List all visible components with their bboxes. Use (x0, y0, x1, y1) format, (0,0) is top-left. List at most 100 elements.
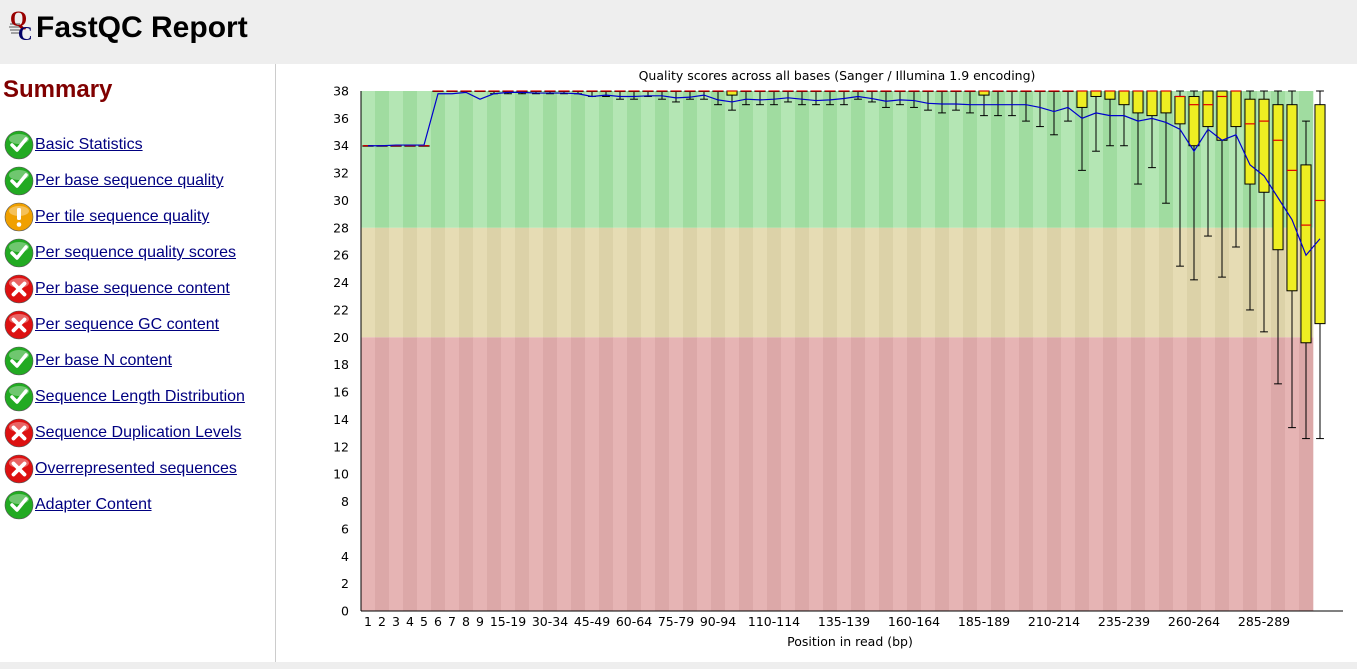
module-item: Per base sequence content (0, 274, 275, 304)
module-link[interactable]: Per base sequence content (35, 280, 230, 297)
box-60-64 (628, 90, 640, 100)
y-tick-label: 4 (341, 549, 349, 564)
box-290-294 (1272, 90, 1284, 385)
box-230-234 (1104, 90, 1116, 147)
x-tick-label: 90-94 (700, 614, 736, 629)
x-tick-label: 110-114 (748, 614, 800, 629)
box-175-179 (950, 90, 962, 111)
box-260-264 (1188, 90, 1200, 281)
box-140-144 (852, 90, 864, 100)
module-item: Per base sequence quality (0, 166, 275, 196)
box-205-209 (1034, 90, 1046, 128)
module-link[interactable]: Per base sequence quality (35, 172, 224, 189)
module-item: Adapter Content (0, 490, 275, 520)
box-225-229 (1090, 90, 1102, 152)
summary-title: Summary (3, 76, 113, 103)
module-link[interactable]: Per sequence quality scores (35, 244, 236, 261)
module-link[interactable]: Per base N content (35, 352, 172, 369)
report-footer (0, 662, 1357, 669)
x-tick-label: 60-64 (616, 614, 652, 629)
box-35-39 (558, 90, 570, 95)
module-link[interactable]: Overrepresented sequences (35, 460, 237, 477)
module-link[interactable]: Per sequence GC content (35, 316, 220, 333)
box-190-194 (992, 90, 1004, 117)
fastqc-logo-icon: Q C (9, 6, 32, 42)
mean-quality-line (368, 91, 1321, 257)
box-235-239 (1118, 90, 1130, 147)
pass-status-icon (4, 346, 34, 376)
zone-reasonable (361, 227, 1314, 338)
summary-sidebar: Summary Basic Statistics Per base sequenc… (0, 64, 276, 662)
box-95-99 (726, 90, 738, 111)
y-tick-label: 28 (333, 220, 349, 235)
y-tick-label: 22 (333, 302, 349, 317)
module-item: Sequence Length Distribution (0, 382, 275, 412)
box-120-124 (796, 90, 808, 106)
x-tick-label: 15-19 (490, 614, 526, 629)
x-tick-label: 160-164 (888, 614, 940, 629)
x-tick-label: 185-189 (958, 614, 1010, 629)
box-165-169 (922, 90, 934, 111)
module-item: Sequence Duplication Levels (0, 418, 275, 448)
y-tick-label: 12 (333, 439, 349, 454)
box-65-69 (642, 90, 654, 97)
x-tick-label: 75-79 (658, 614, 694, 629)
box-135-139 (838, 90, 850, 106)
box-30-34 (544, 90, 556, 95)
module-link[interactable]: Basic Statistics (35, 136, 143, 153)
box-15-19 (502, 90, 514, 95)
x-tick-label: 7 (448, 614, 456, 629)
y-tick-label: 8 (341, 494, 349, 509)
box-7 (446, 90, 458, 92)
module-link[interactable]: Per tile sequence quality (35, 208, 210, 225)
y-tick-label: 18 (333, 357, 349, 372)
box-170-174 (936, 90, 948, 114)
box-255-259 (1174, 90, 1186, 267)
fail-status-icon (4, 418, 34, 448)
x-tick-label: 135-139 (818, 614, 870, 629)
box-250-254 (1160, 90, 1172, 204)
pass-status-icon (4, 382, 34, 412)
module-item: Per sequence GC content (0, 310, 275, 340)
pass-status-icon (4, 130, 34, 160)
box-4 (404, 145, 416, 147)
box-8 (460, 90, 472, 92)
box-160-164 (908, 90, 920, 108)
y-tick-label: 32 (333, 166, 349, 181)
box-145-149 (866, 90, 878, 103)
svg-text:Q: Q (10, 6, 27, 31)
y-tick-label: 34 (333, 138, 349, 153)
box-6 (432, 90, 444, 92)
module-item: Per base N content (0, 346, 275, 376)
x-tick-label: 210-214 (1028, 614, 1080, 629)
box-55-59 (614, 90, 626, 100)
y-tick-label: 14 (333, 412, 349, 427)
module-link[interactable]: Sequence Length Distribution (35, 388, 245, 405)
x-tick-label: 6 (434, 614, 442, 629)
box-280-284 (1244, 90, 1256, 311)
box-125-129 (810, 90, 822, 106)
fail-status-icon (4, 454, 34, 484)
y-tick-label: 2 (341, 576, 349, 591)
box-285-289 (1258, 90, 1270, 333)
box-130-134 (824, 90, 836, 106)
box-5 (418, 145, 430, 147)
fail-status-icon (4, 274, 34, 304)
x-tick-label: 235-239 (1098, 614, 1150, 629)
x-tick-label: 285-289 (1238, 614, 1290, 629)
box-90-94 (712, 90, 724, 106)
box-50-54 (600, 90, 612, 97)
y-tick-label: 38 (333, 84, 349, 99)
module-link[interactable]: Sequence Duplication Levels (35, 424, 242, 441)
box-80-84 (684, 90, 696, 100)
box-220-224 (1076, 90, 1088, 171)
box-265-269 (1202, 90, 1214, 237)
y-tick-label: 24 (333, 275, 349, 290)
box-185-189 (978, 90, 990, 117)
x-tick-label: 3 (392, 614, 400, 629)
box-25-29 (530, 90, 542, 95)
x-tick-label: 45-49 (574, 614, 610, 629)
box-100-104 (740, 90, 752, 106)
module-link[interactable]: Adapter Content (35, 496, 152, 513)
x-tick-label: 4 (406, 614, 414, 629)
